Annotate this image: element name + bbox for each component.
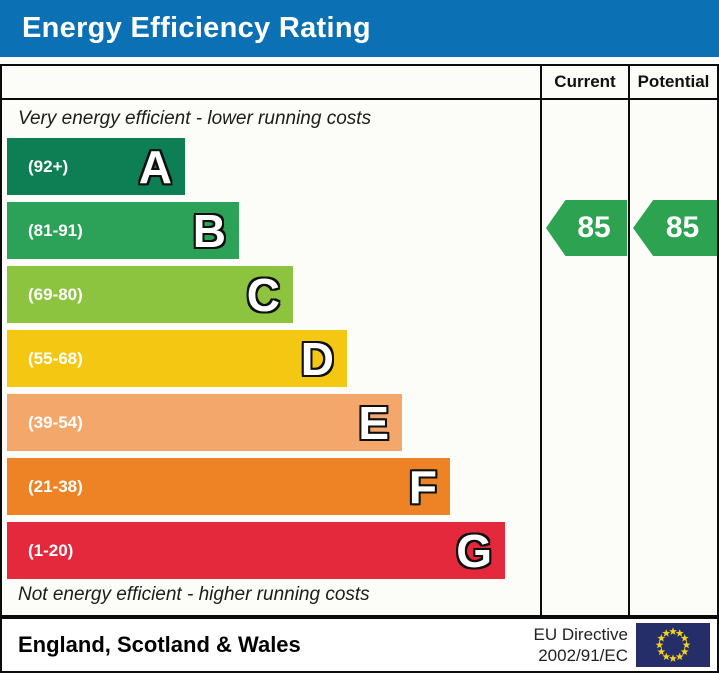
band-bar-b: (81-91) B xyxy=(7,202,239,259)
page-title: Energy Efficiency Rating xyxy=(22,12,371,44)
header-divider xyxy=(2,98,717,100)
band-letter: D xyxy=(300,332,334,385)
title-bar: Energy Efficiency Rating xyxy=(0,0,719,57)
caption-efficient: Very energy efficient - lower running co… xyxy=(18,108,372,129)
band-row-f: (21-38) F xyxy=(7,458,450,515)
region-label: England, Scotland & Wales xyxy=(18,632,301,657)
epc-chart-inner: Current Potential Very energy efficient … xyxy=(2,66,717,615)
column-header-current: Current xyxy=(554,72,616,91)
band-letter: F xyxy=(408,460,437,513)
band-row-a: (92+) A xyxy=(7,138,185,195)
eu-flag-icon xyxy=(636,623,710,667)
band-letter: C xyxy=(246,268,280,321)
band-bar-g: (1-20) G xyxy=(7,522,505,579)
band-row-d: (55-68) D xyxy=(7,330,347,387)
band-range-label: (69-80) xyxy=(28,284,83,304)
column-header-potential: Potential xyxy=(637,72,710,91)
band-bar-f: (21-38) F xyxy=(7,458,450,515)
eu-directive-label: EU Directive 2002/91/EC xyxy=(534,619,628,671)
band-row-g: (1-20) G xyxy=(7,522,505,579)
band-range-label: (39-54) xyxy=(28,412,83,432)
band-letter: G xyxy=(456,524,492,577)
band-range-label: (92+) xyxy=(28,156,69,176)
band-row-e: (39-54) E xyxy=(7,394,402,451)
eu-directive-line1: EU Directive xyxy=(533,625,628,644)
column-divider-current xyxy=(540,66,542,615)
band-range-label: (1-20) xyxy=(28,540,74,560)
band-row-b: (81-91) B xyxy=(7,202,239,259)
band-range-label: (55-68) xyxy=(28,348,83,368)
footer: England, Scotland & Wales EU Directive 2… xyxy=(0,617,719,673)
potential-rating-arrow: 85 xyxy=(633,200,717,256)
band-letter: E xyxy=(358,396,389,449)
current-rating-value: 85 xyxy=(577,211,611,244)
band-bar-e: (39-54) E xyxy=(7,394,402,451)
band-range-label: (81-91) xyxy=(28,220,83,240)
column-divider-potential xyxy=(628,66,630,615)
band-bar-c: (69-80) C xyxy=(7,266,293,323)
band-bar-d: (55-68) D xyxy=(7,330,347,387)
caption-inefficient: Not energy efficient - higher running co… xyxy=(18,584,370,605)
band-bar-a: (92+) A xyxy=(7,138,185,195)
potential-rating-value: 85 xyxy=(665,211,700,244)
epc-chart: Current Potential Very energy efficient … xyxy=(0,64,719,617)
band-range-label: (21-38) xyxy=(28,476,83,496)
eu-directive-line2: 2002/91/EC xyxy=(538,646,628,665)
band-letter: A xyxy=(138,140,172,193)
band-row-c: (69-80) C xyxy=(7,266,293,323)
current-rating-arrow: 85 xyxy=(546,200,627,256)
band-letter: B xyxy=(192,204,226,257)
